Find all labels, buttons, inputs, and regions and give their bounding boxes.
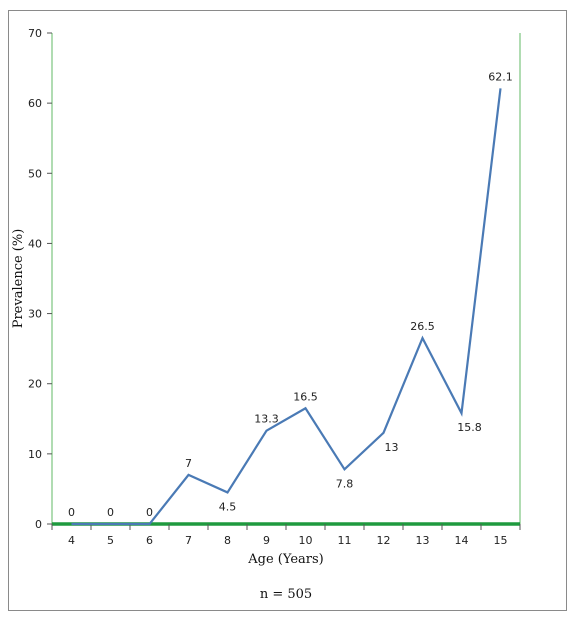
- x-tick-label: 11: [338, 534, 352, 547]
- x-tick-label: 4: [68, 534, 75, 547]
- data-label: 13: [385, 441, 399, 454]
- data-label: 0: [107, 506, 114, 519]
- series-line: [71, 88, 502, 526]
- x-tick-label: 14: [455, 534, 469, 547]
- data-label: 7.8: [336, 477, 354, 490]
- x-tick-label: 8: [224, 534, 231, 547]
- y-tick-label: 30: [28, 308, 42, 321]
- x-tick-label: 12: [377, 534, 391, 547]
- x-tick-label: 5: [107, 534, 114, 547]
- y-tick-label: 60: [28, 97, 42, 110]
- x-tick-label: 13: [416, 534, 430, 547]
- data-label: 16.5: [293, 390, 318, 403]
- data-label: 7: [185, 457, 192, 470]
- data-label: 13.3: [254, 413, 279, 426]
- data-label: 26.5: [410, 320, 435, 333]
- data-label: 62.1: [488, 70, 513, 83]
- x-tick-label: 9: [263, 534, 270, 547]
- sample-size-note: n = 505: [260, 587, 312, 602]
- x-tick-label: 15: [494, 534, 508, 547]
- data-label: 4.5: [219, 500, 237, 513]
- y-tick-label: 20: [28, 378, 42, 391]
- y-axis-title: Prevalence (%): [11, 229, 26, 329]
- x-tick-label: 6: [146, 534, 153, 547]
- y-tick-label: 50: [28, 167, 42, 180]
- y-tick-label: 0: [35, 518, 42, 531]
- x-tick-label: 7: [185, 534, 192, 547]
- data-label: 0: [68, 506, 75, 519]
- data-label: 15.8: [457, 421, 482, 434]
- y-tick-label: 10: [28, 448, 42, 461]
- y-tick-label: 40: [28, 237, 42, 250]
- x-tick-label: 10: [299, 534, 313, 547]
- y-tick-label: 70: [28, 27, 42, 40]
- x-axis-title: Age (Years): [247, 552, 323, 567]
- data-label: 0: [146, 506, 153, 519]
